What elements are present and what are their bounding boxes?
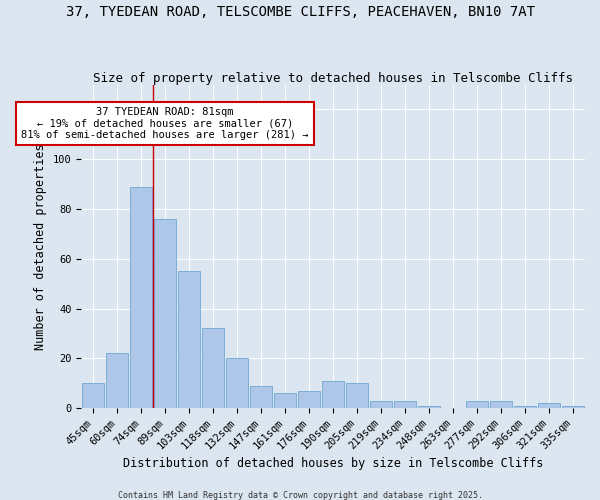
Bar [298,390,320,408]
Bar [418,406,440,408]
Bar [514,406,536,408]
Bar [202,328,224,408]
Bar [394,400,416,408]
Bar [346,383,368,408]
Text: 37 TYEDEAN ROAD: 81sqm
← 19% of detached houses are smaller (67)
81% of semi-det: 37 TYEDEAN ROAD: 81sqm ← 19% of detached… [22,107,309,140]
Bar [370,400,392,408]
Bar [154,219,176,408]
Bar [106,354,128,408]
Bar [490,400,512,408]
Bar [562,406,584,408]
Bar [130,186,152,408]
Bar [178,271,200,408]
Bar [322,381,344,408]
Bar [82,383,104,408]
Bar [466,400,488,408]
Bar [538,403,560,408]
Bar [226,358,248,408]
Bar [250,386,272,408]
X-axis label: Distribution of detached houses by size in Telscombe Cliffs: Distribution of detached houses by size … [123,457,544,470]
Y-axis label: Number of detached properties: Number of detached properties [34,143,47,350]
Title: Size of property relative to detached houses in Telscombe Cliffs: Size of property relative to detached ho… [93,72,573,85]
Bar [274,393,296,408]
Text: Contains HM Land Registry data © Crown copyright and database right 2025.: Contains HM Land Registry data © Crown c… [118,490,482,500]
Text: 37, TYEDEAN ROAD, TELSCOMBE CLIFFS, PEACEHAVEN, BN10 7AT: 37, TYEDEAN ROAD, TELSCOMBE CLIFFS, PEAC… [65,5,535,19]
